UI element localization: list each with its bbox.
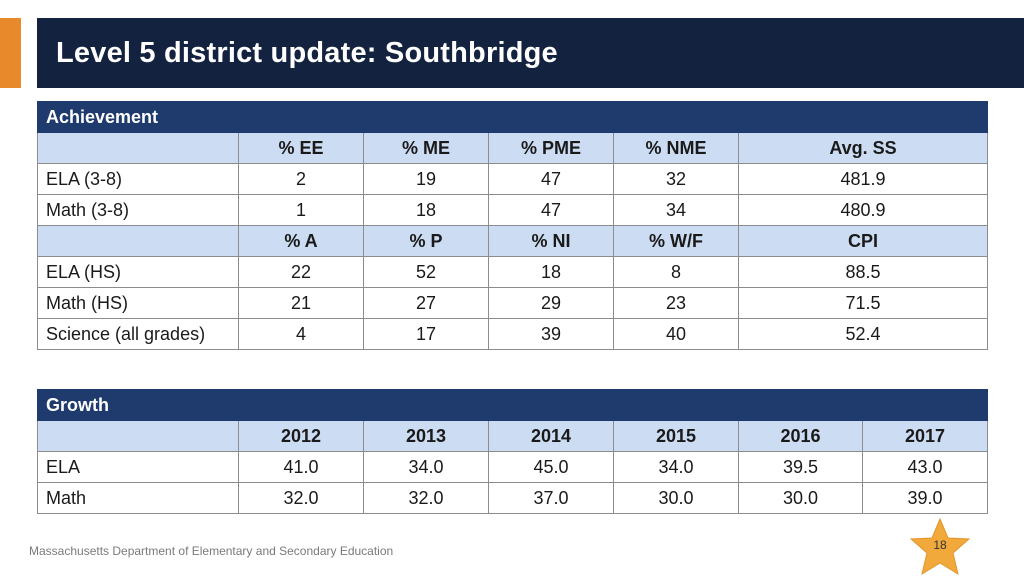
row-label: Math (3-8) (37, 194, 239, 226)
table-cell: 37.0 (488, 482, 614, 514)
table-row: ELA 41.0 34.0 45.0 34.0 39.5 43.0 (37, 451, 989, 483)
table-cell: 32 (613, 163, 739, 195)
table-cell: 4 (238, 318, 364, 350)
table-cell: 18 (488, 256, 614, 288)
table-cell: 43.0 (861, 451, 989, 483)
year-header: 2013 (363, 420, 489, 452)
slide-title: Level 5 district update: Southbridge (56, 36, 558, 69)
table-cell: 22 (238, 256, 364, 288)
table-cell: 52 (363, 256, 489, 288)
header-blank-cell (37, 420, 239, 452)
table-cell: 18 (363, 194, 489, 226)
table-cell: 39.5 (738, 451, 863, 483)
table-cell: 19 (363, 163, 489, 195)
row-label: Science (all grades) (37, 318, 239, 350)
header-cell: % ME (363, 132, 489, 164)
table-cell: 47 (488, 194, 614, 226)
header-cell: Avg. SS (737, 132, 989, 164)
header-cell: % NI (488, 225, 614, 257)
table-cell: 47 (488, 163, 614, 195)
table-cell: 40 (613, 318, 739, 350)
growth-section-row: Growth (36, 389, 989, 421)
achievement-section-label: Achievement (36, 101, 989, 133)
table-cell: 41.0 (238, 451, 364, 483)
table-cell: 480.9 (737, 194, 989, 226)
year-header: 2015 (613, 420, 739, 452)
achievement-section-row: Achievement (36, 101, 989, 133)
table-cell: 34 (613, 194, 739, 226)
table-cell: 71.5 (737, 287, 989, 319)
table-cell: 34.0 (363, 451, 489, 483)
table-cell: 21 (238, 287, 364, 319)
growth-table: Growth 2012 2013 2014 2015 2016 2017 ELA… (36, 389, 989, 514)
year-header: 2016 (738, 420, 863, 452)
row-label: Math (HS) (37, 287, 239, 319)
table-cell: 30.0 (613, 482, 739, 514)
star-icon (909, 517, 971, 576)
header-cell: % P (363, 225, 489, 257)
header-cell: % EE (238, 132, 364, 164)
table-row: ELA (HS) 22 52 18 8 88.5 (37, 256, 989, 288)
table-cell: 2 (238, 163, 364, 195)
accent-bar (0, 18, 21, 88)
page-number: 18 (933, 538, 947, 552)
table-cell: 52.4 (737, 318, 989, 350)
table-cell: 8 (613, 256, 739, 288)
table-cell: 34.0 (613, 451, 739, 483)
header-cell: % A (238, 225, 364, 257)
year-header: 2014 (488, 420, 614, 452)
table-cell: 39 (488, 318, 614, 350)
table-row: Math (3-8) 1 18 47 34 480.9 (37, 194, 989, 226)
footer-text: Massachusetts Department of Elementary a… (29, 544, 394, 558)
growth-section-label: Growth (36, 389, 989, 421)
row-label: ELA (3-8) (37, 163, 239, 195)
title-bar: Level 5 district update: Southbridge (37, 18, 1024, 88)
table-cell: 481.9 (737, 163, 989, 195)
row-label: Math (37, 482, 239, 514)
table-cell: 32.0 (363, 482, 489, 514)
table-cell: 88.5 (737, 256, 989, 288)
table-row: Science (all grades) 4 17 39 40 52.4 (37, 318, 989, 350)
table-cell: 30.0 (738, 482, 863, 514)
year-header: 2017 (861, 420, 989, 452)
table-row: Math (HS) 21 27 29 23 71.5 (37, 287, 989, 319)
header-cell: % NME (613, 132, 739, 164)
table-row: ELA (3-8) 2 19 47 32 481.9 (37, 163, 989, 195)
table-cell: 1 (238, 194, 364, 226)
year-header: 2012 (238, 420, 364, 452)
table-cell: 23 (613, 287, 739, 319)
row-label: ELA (HS) (37, 256, 239, 288)
table-cell: 17 (363, 318, 489, 350)
table-cell: 39.0 (861, 482, 989, 514)
table-cell: 27 (363, 287, 489, 319)
row-label: ELA (37, 451, 239, 483)
growth-header-row: 2012 2013 2014 2015 2016 2017 (37, 420, 989, 452)
header-cell: % W/F (613, 225, 739, 257)
achievement-header-row-2: % A % P % NI % W/F CPI (37, 225, 989, 257)
achievement-table: Achievement % EE % ME % PME % NME Avg. S… (36, 101, 989, 350)
table-cell: 45.0 (488, 451, 614, 483)
header-cell: CPI (737, 225, 989, 257)
header-blank-cell (37, 132, 239, 164)
header-blank-cell (37, 225, 239, 257)
table-cell: 32.0 (238, 482, 364, 514)
table-cell: 29 (488, 287, 614, 319)
table-row: Math 32.0 32.0 37.0 30.0 30.0 39.0 (37, 482, 989, 514)
header-cell: % PME (488, 132, 614, 164)
achievement-header-row: % EE % ME % PME % NME Avg. SS (37, 132, 989, 164)
